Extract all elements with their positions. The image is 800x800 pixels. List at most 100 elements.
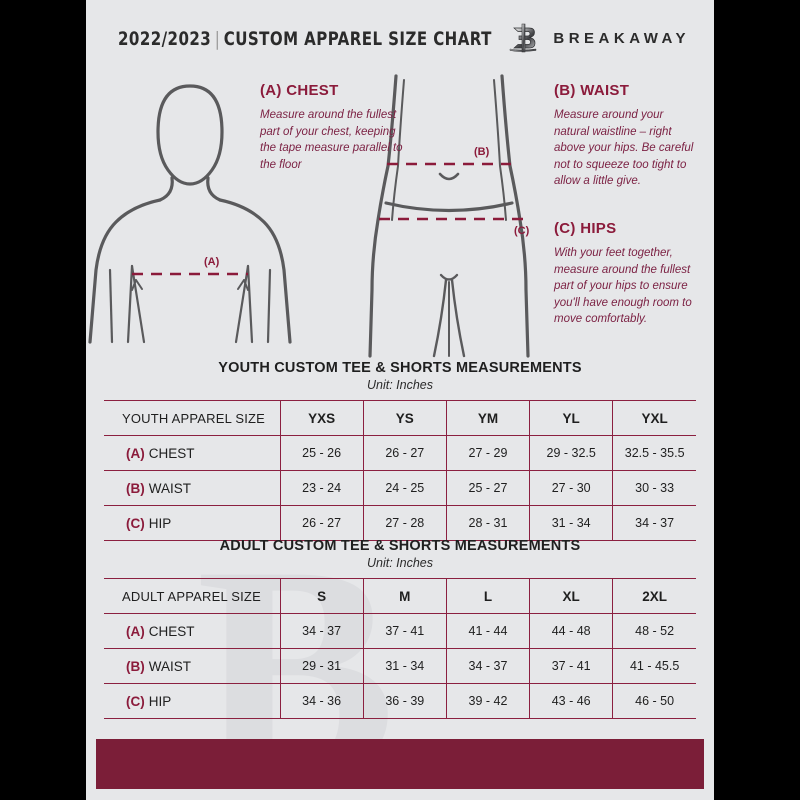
adult-size-header-4: 2XL bbox=[612, 578, 696, 614]
table-row: (C) HIP 26 - 27 27 - 28 28 - 31 31 - 34 3… bbox=[104, 505, 696, 541]
adult-size-table-block: ADULT CUSTOM TEE & SHORTS MEASUREMENTS U… bbox=[86, 538, 714, 719]
chest-dimension-label: (A) bbox=[204, 256, 220, 268]
adult-cell-2-4: 46 - 50 bbox=[612, 683, 696, 719]
page-title: 2022/2023 | CUSTOM APPAREL SIZE CHART bbox=[118, 28, 492, 50]
adult-row-0-tag: (A) bbox=[126, 623, 145, 639]
adult-cell-0-4: 48 - 52 bbox=[612, 613, 696, 649]
youth-row-2-label: (C) HIP bbox=[104, 505, 281, 541]
table-row: (C) HIP 34 - 36 36 - 39 39 - 42 43 - 46 4… bbox=[104, 683, 696, 719]
adult-size-header-2: L bbox=[445, 578, 530, 614]
navel-mark bbox=[438, 172, 460, 181]
adult-cell-1-1: 31 - 34 bbox=[362, 648, 447, 684]
brand-lockup: BREAKAWAY bbox=[507, 22, 690, 54]
adult-cell-1-0: 29 - 31 bbox=[279, 648, 364, 684]
adult-size-header-1: M bbox=[362, 578, 447, 614]
callout-hips-body: With your feet together, measure around … bbox=[554, 247, 692, 325]
youth-cell-1-0: 23 - 24 bbox=[279, 470, 364, 506]
male-torso-front-icon bbox=[88, 84, 292, 344]
youth-cell-1-4: 30 - 33 bbox=[612, 470, 696, 506]
callout-chest-title: (A) CHEST bbox=[260, 82, 339, 99]
adult-cell-1-2: 34 - 37 bbox=[445, 648, 530, 684]
table-row: (B) WAIST 29 - 31 31 - 34 34 - 37 37 - 41… bbox=[104, 648, 696, 684]
youth-size-header-0: YXS bbox=[279, 400, 364, 436]
youth-size-header-1: YS bbox=[362, 400, 447, 436]
adult-cell-0-1: 37 - 41 bbox=[362, 613, 447, 649]
callout-chest: (A) CHEST Measure around the fullest par… bbox=[260, 82, 410, 173]
adult-table-title: ADULT CUSTOM TEE & SHORTS MEASUREMENTS bbox=[219, 538, 581, 554]
body-figures-svg bbox=[88, 74, 530, 358]
youth-cell-0-0: 25 - 26 bbox=[279, 435, 364, 471]
youth-cell-2-3: 31 - 34 bbox=[529, 505, 613, 541]
adult-table-unit: Unit: Inches bbox=[366, 556, 433, 570]
youth-row-1-label: (B) WAIST bbox=[104, 470, 281, 506]
brand-name: BREAKAWAY bbox=[553, 29, 690, 47]
youth-cell-2-2: 28 - 31 bbox=[445, 505, 530, 541]
callout-hips: (C) HIPS With your feet together, measur… bbox=[554, 220, 699, 328]
adult-cell-0-0: 34 - 37 bbox=[279, 613, 364, 649]
breakaway-b-logo-icon bbox=[510, 23, 537, 53]
youth-size-header-4: YXL bbox=[612, 400, 696, 436]
youth-size-table-block: YOUTH CUSTOM TEE & SHORTS MEASUREMENTS U… bbox=[86, 360, 714, 541]
adult-cell-1-3: 37 - 41 bbox=[529, 648, 613, 684]
measurement-illustration: (A) (B) (C) (A) CHEST Measure around the… bbox=[86, 70, 714, 360]
table-row: (B) WAIST 23 - 24 24 - 25 25 - 27 27 - 30… bbox=[104, 470, 696, 506]
waist-dimension-label: (B) bbox=[474, 146, 490, 158]
callout-waist-title: (B) WAIST bbox=[554, 82, 630, 99]
title-text: CUSTOM APPAREL SIZE CHART bbox=[223, 28, 492, 50]
adult-label-header: ADULT APPAREL SIZE bbox=[104, 578, 281, 614]
youth-cell-1-2: 25 - 27 bbox=[445, 470, 530, 506]
youth-cell-0-1: 26 - 27 bbox=[362, 435, 447, 471]
youth-cell-0-2: 27 - 29 bbox=[445, 435, 530, 471]
youth-cell-1-1: 24 - 25 bbox=[362, 470, 447, 506]
adult-size-header-0: S bbox=[279, 578, 364, 614]
adult-row-2-tag: (C) bbox=[126, 693, 145, 709]
youth-cell-1-3: 27 - 30 bbox=[529, 470, 613, 506]
adult-row-0-label: (A) CHEST bbox=[104, 613, 281, 649]
adult-cell-2-2: 39 - 42 bbox=[445, 683, 530, 719]
youth-table-unit: Unit: Inches bbox=[366, 378, 433, 392]
title-separator: | bbox=[214, 28, 221, 50]
adult-row-2-label: (C) HIP bbox=[104, 683, 281, 719]
adult-cell-2-0: 34 - 36 bbox=[279, 683, 364, 719]
youth-cell-0-3: 29 - 32.5 bbox=[529, 435, 613, 471]
youth-table-title: YOUTH CUSTOM TEE & SHORTS MEASUREMENTS bbox=[218, 360, 582, 376]
youth-row-0-name: CHEST bbox=[148, 445, 195, 461]
footer-bar bbox=[96, 739, 704, 789]
table-header-row: YOUTH APPAREL SIZE YXS YS YM YL YXL bbox=[104, 400, 696, 436]
adult-cell-0-2: 41 - 44 bbox=[445, 613, 530, 649]
youth-cell-2-0: 26 - 27 bbox=[279, 505, 364, 541]
adult-row-1-tag: (B) bbox=[126, 658, 145, 674]
table-row: (A) CHEST 25 - 26 26 - 27 27 - 29 29 - 32… bbox=[104, 435, 696, 471]
youth-row-1-name: WAIST bbox=[148, 480, 191, 496]
youth-row-2-tag: (C) bbox=[126, 515, 145, 531]
size-chart-page: B 2022/2023 | CUSTOM APPAREL SIZE CHART bbox=[86, 0, 714, 800]
adult-cell-2-3: 43 - 46 bbox=[529, 683, 613, 719]
youth-cell-2-4: 34 - 37 bbox=[612, 505, 696, 541]
callout-waist: (B) WAIST Measure around your natural wa… bbox=[554, 82, 694, 190]
youth-row-2-name: HIP bbox=[148, 515, 172, 531]
adult-row-0-name: CHEST bbox=[148, 623, 195, 639]
adult-size-table: ADULT APPAREL SIZE S M L XL 2XL (A) CHEST… bbox=[104, 578, 696, 719]
youth-cell-2-1: 27 - 28 bbox=[362, 505, 447, 541]
season-label: 2022/2023 bbox=[118, 28, 212, 50]
adult-row-1-name: WAIST bbox=[148, 658, 191, 674]
callout-waist-body: Measure around your natural waistline – … bbox=[554, 109, 694, 187]
youth-label-header: YOUTH APPAREL SIZE bbox=[104, 400, 281, 436]
adult-size-header-3: XL bbox=[529, 578, 613, 614]
hips-dimension-label: (C) bbox=[514, 225, 530, 237]
youth-row-1-tag: (B) bbox=[126, 480, 145, 496]
youth-cell-0-4: 32.5 - 35.5 bbox=[612, 435, 696, 471]
adult-cell-1-4: 41 - 45.5 bbox=[612, 648, 696, 684]
youth-size-table: YOUTH APPAREL SIZE YXS YS YM YL YXL (A) C… bbox=[104, 400, 696, 541]
adult-cell-2-1: 36 - 39 bbox=[362, 683, 447, 719]
youth-row-0-tag: (A) bbox=[126, 445, 145, 461]
adult-cell-0-3: 44 - 48 bbox=[529, 613, 613, 649]
page-header: 2022/2023 | CUSTOM APPAREL SIZE CHART BREA… bbox=[86, 0, 714, 72]
table-header-row: ADULT APPAREL SIZE S M L XL 2XL bbox=[104, 578, 696, 614]
table-row: (A) CHEST 34 - 37 37 - 41 41 - 44 44 - 48… bbox=[104, 613, 696, 649]
youth-size-header-2: YM bbox=[445, 400, 530, 436]
youth-row-0-label: (A) CHEST bbox=[104, 435, 281, 471]
youth-size-header-3: YL bbox=[529, 400, 613, 436]
adult-row-1-label: (B) WAIST bbox=[104, 648, 281, 684]
adult-row-2-name: HIP bbox=[148, 693, 172, 709]
